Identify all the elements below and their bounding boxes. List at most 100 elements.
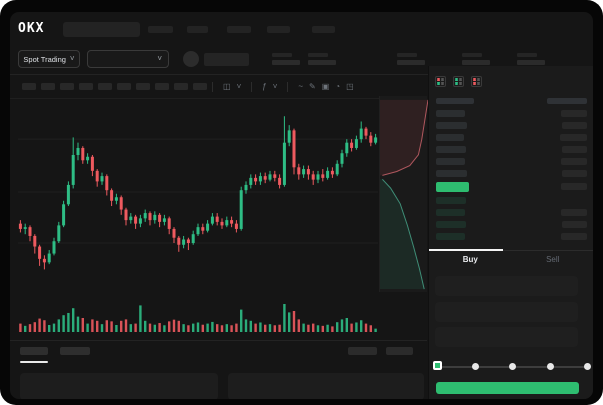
timeframe-button[interactable] (155, 83, 169, 90)
bottom-action-placeholder[interactable] (386, 347, 413, 355)
bottom-panel (228, 373, 424, 399)
slider-handle[interactable] (433, 361, 442, 370)
orderbook-amount-placeholder[interactable] (560, 134, 587, 141)
stat-label-placeholder (397, 53, 417, 57)
orderbook-price-placeholder[interactable] (436, 221, 466, 228)
timeframe-button[interactable] (79, 83, 93, 90)
ticker-stat (517, 53, 545, 65)
indicators-icon[interactable]: ƒ (262, 82, 267, 91)
toolbar-divider (287, 82, 289, 92)
orderbook-price-placeholder[interactable] (436, 134, 464, 141)
nav-item-placeholder[interactable] (267, 26, 290, 33)
orderbook-amount-placeholder[interactable] (562, 221, 587, 228)
buy-submit-button[interactable] (436, 382, 579, 394)
bottom-tab[interactable] (60, 347, 90, 355)
pair-selector-dropdown[interactable]: ˅ (87, 50, 169, 68)
timeframe-button[interactable] (41, 83, 55, 90)
orderbook-price-placeholder[interactable] (436, 170, 467, 177)
timeframe-button[interactable] (193, 83, 207, 90)
bottom-tab[interactable] (20, 347, 48, 355)
orderbook-price-placeholder[interactable] (436, 197, 466, 204)
fullscreen-icon[interactable]: ◳ (346, 82, 354, 91)
svg-canvas (380, 99, 429, 290)
orderbook-amount-placeholder[interactable] (562, 170, 587, 177)
orderbook-mode-asks-icon[interactable] (471, 76, 482, 87)
orderbook-amount-placeholder[interactable] (561, 110, 587, 117)
buy-tab-indicator (429, 249, 503, 251)
tab-divider (503, 250, 593, 251)
timeframe-button[interactable] (117, 83, 131, 90)
orderbook-price-placeholder[interactable] (436, 233, 465, 240)
candlestick-chart[interactable] (18, 104, 378, 292)
slider-stop[interactable] (546, 363, 554, 370)
search-input[interactable] (63, 22, 140, 37)
snapshot-icon[interactable]: ▣ (321, 82, 330, 91)
draw-tool-icon[interactable]: ✎ (309, 82, 316, 91)
orderbook-amount-placeholder[interactable] (562, 146, 587, 153)
stat-label-placeholder (272, 53, 292, 57)
chevron-down-icon: ˅ (69, 54, 75, 63)
nav-item-placeholder[interactable] (312, 26, 335, 33)
volume-bars[interactable] (18, 302, 378, 332)
slider-stop[interactable] (471, 363, 479, 370)
timeframe-button[interactable] (60, 83, 74, 90)
market-type-label: Spot Trading (23, 54, 66, 64)
active-tab-underline (20, 361, 48, 363)
nav-item-placeholder[interactable] (187, 26, 208, 33)
tab-sell[interactable]: Sell (546, 255, 560, 264)
orderbook-amount-placeholder[interactable] (561, 233, 587, 240)
timeframe-button[interactable] (174, 83, 188, 90)
last-price-bar[interactable] (436, 182, 469, 192)
timeframe-button[interactable] (136, 83, 150, 90)
toolbar-divider (212, 82, 213, 92)
orderbook-amount-placeholder[interactable] (561, 158, 587, 165)
orderbook-price-placeholder[interactable] (436, 146, 466, 153)
orderbook-mode-bids-icon[interactable] (453, 76, 464, 87)
stat-label-placeholder (308, 53, 328, 57)
chevron-down-icon[interactable]: ˅ (272, 82, 278, 91)
stat-value-placeholder (272, 60, 300, 65)
timeframe-button[interactable] (98, 83, 112, 90)
amount-input[interactable] (435, 302, 578, 322)
stat-value-placeholder (308, 60, 336, 65)
line-tool-icon[interactable]: ~ (298, 82, 304, 91)
nav-item-placeholder[interactable] (227, 26, 251, 33)
orderbook-mode-all-icon[interactable] (435, 76, 446, 87)
svg-canvas (18, 116, 378, 270)
slider-stop[interactable] (509, 363, 516, 370)
orderbook-rows (429, 66, 593, 246)
stat-value-placeholder (397, 60, 425, 65)
orderbook-price-placeholder[interactable] (436, 158, 465, 165)
market-type-dropdown[interactable]: Spot Trading ˅ (18, 50, 80, 68)
bottom-action-placeholder[interactable] (348, 347, 377, 355)
tab-buy[interactable]: Buy (462, 255, 478, 264)
bottom-panel (20, 373, 218, 399)
total-input[interactable] (435, 327, 578, 347)
chevron-down-icon: ˅ (157, 54, 162, 63)
orderbook-price-placeholder[interactable] (436, 110, 465, 117)
price-input[interactable] (435, 276, 578, 296)
chart-type-icon[interactable]: ◫ (223, 82, 231, 91)
orderbook-price-placeholder[interactable] (436, 209, 465, 216)
timeframe-button[interactable] (22, 83, 36, 90)
depth-chart[interactable] (379, 96, 429, 292)
stat-value-placeholder (462, 60, 490, 65)
amount-slider[interactable] (433, 361, 591, 372)
ticker-stat (397, 53, 425, 65)
orderbook-amount-placeholder[interactable] (547, 98, 587, 104)
orderbook-amount-placeholder[interactable] (562, 122, 587, 129)
toolbar-divider (251, 82, 253, 92)
orderbook-price-placeholder[interactable] (436, 122, 467, 129)
stat-label-placeholder (462, 53, 482, 57)
nav-item-placeholder[interactable] (148, 26, 173, 33)
orderbook-mode-toggles (435, 76, 482, 87)
svg-canvas (19, 304, 377, 332)
coin-icon (183, 51, 199, 67)
orderbook-amount-placeholder[interactable] (561, 209, 587, 216)
slider-stop[interactable] (584, 363, 591, 370)
okx-logo[interactable]: OKX (18, 21, 45, 36)
timer-icon[interactable]: ◔ (335, 82, 341, 91)
stat-value-placeholder (517, 60, 545, 65)
orderbook-price-placeholder[interactable] (436, 98, 474, 104)
chevron-down-icon[interactable]: ˅ (236, 82, 242, 91)
